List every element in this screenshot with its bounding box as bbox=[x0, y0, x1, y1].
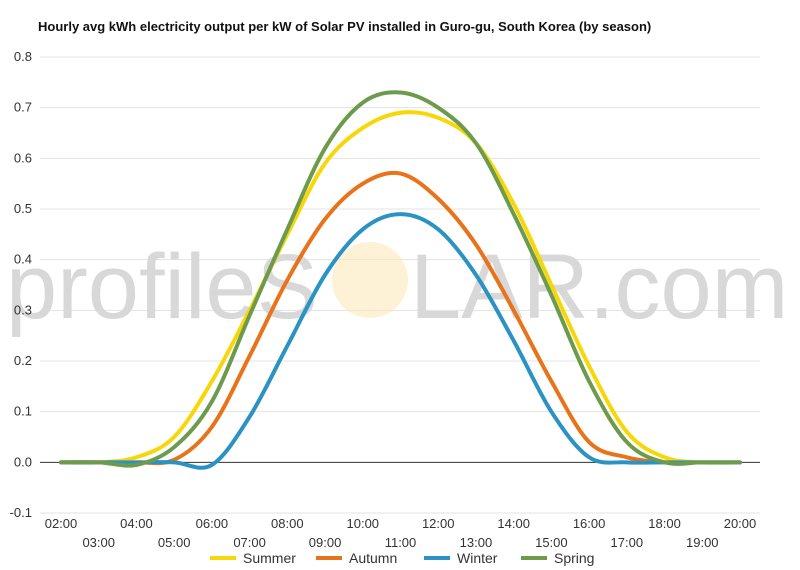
y-tick-label: 0.4 bbox=[14, 252, 32, 267]
x-tick-label: 18:00 bbox=[648, 516, 681, 531]
y-tick-label: -0.1 bbox=[10, 505, 32, 520]
watermark-text-left: profileS bbox=[6, 236, 318, 338]
y-tick-label: 0.1 bbox=[14, 404, 32, 419]
x-tick-label: 10:00 bbox=[347, 516, 380, 531]
series-line-summer bbox=[59, 110, 742, 465]
x-tick-label: 14:00 bbox=[497, 516, 530, 531]
series-lines bbox=[59, 90, 742, 470]
x-tick-label: 07:00 bbox=[233, 535, 266, 550]
series-line-autumn bbox=[59, 170, 742, 466]
x-tick-label: 08:00 bbox=[271, 516, 304, 531]
x-tick-label: 20:00 bbox=[724, 516, 757, 531]
series-line-spring bbox=[59, 90, 742, 468]
gridlines bbox=[40, 56, 760, 514]
x-tick-label: 12:00 bbox=[422, 516, 455, 531]
legend-label-summer: Summer bbox=[243, 550, 296, 566]
x-tick-label: 05:00 bbox=[158, 535, 191, 550]
watermark-sun-icon bbox=[332, 242, 408, 318]
watermark-text-right: LAR.com bbox=[410, 236, 788, 338]
y-axis-ticks: -0.1 0.0 0.1 0.2 0.3 0.4 0.5 0.6 0.7 0.8 bbox=[10, 49, 32, 520]
y-tick-label: 0.8 bbox=[14, 49, 32, 64]
x-tick-label: 11:00 bbox=[385, 535, 417, 550]
y-tick-label: 0.6 bbox=[14, 150, 32, 165]
y-tick-label: 0.5 bbox=[14, 201, 32, 216]
x-tick-label: 06:00 bbox=[196, 516, 229, 531]
x-tick-label: 13:00 bbox=[460, 535, 493, 550]
y-tick-label: 0.7 bbox=[14, 100, 32, 115]
y-tick-label: 0.3 bbox=[14, 302, 32, 317]
legend-label-autumn: Autumn bbox=[349, 550, 397, 566]
x-axis-ticks: 02:00 03:00 04:00 05:00 06:00 07:00 08:00 09:00… bbox=[45, 516, 757, 550]
x-tick-label: 02:00 bbox=[45, 516, 78, 531]
x-tick-label: 03:00 bbox=[82, 535, 115, 550]
y-tick-label: 0.2 bbox=[14, 353, 32, 368]
chart-title: Hourly avg kWh electricity output per kW… bbox=[38, 19, 652, 34]
y-tick-label: 0.0 bbox=[14, 454, 32, 469]
legend: Summer Autumn Winter Spring bbox=[210, 550, 594, 566]
x-tick-label: 04:00 bbox=[120, 516, 153, 531]
x-tick-label: 17:00 bbox=[611, 535, 644, 550]
watermark: profileS LAR.com bbox=[6, 236, 788, 338]
x-tick-label: 16:00 bbox=[573, 516, 606, 531]
x-tick-label: 19:00 bbox=[686, 535, 719, 550]
legend-label-winter: Winter bbox=[457, 550, 498, 566]
x-tick-label: 09:00 bbox=[309, 535, 342, 550]
series-line-winter bbox=[59, 212, 742, 470]
legend-label-spring: Spring bbox=[554, 550, 594, 566]
x-tick-label: 15:00 bbox=[535, 535, 568, 550]
